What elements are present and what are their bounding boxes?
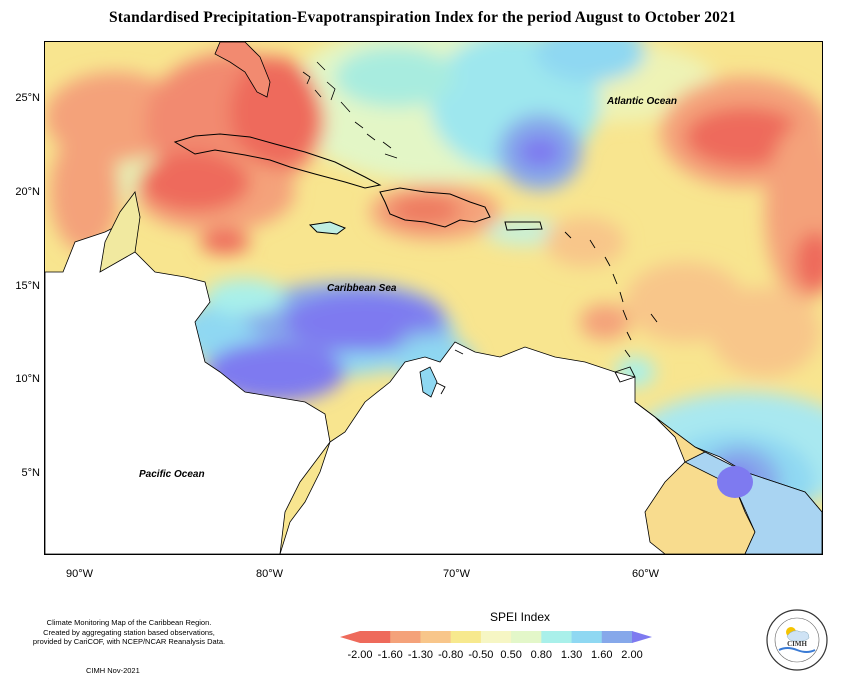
credits-date: CIMH Nov-2021 [86,666,140,675]
legend-arrow-left [340,631,360,643]
credits-block: Climate Monitoring Map of the Caribbean … [14,618,244,647]
legend-swatch [390,631,421,643]
legend-arrow-right [632,631,652,643]
legend-swatch [360,631,391,643]
legend-swatch [450,631,482,643]
spei-map-canvas: Atlantic Ocean Caribbean Sea Pacific Oce… [45,42,822,554]
legend-tick-label: -0.50 [468,649,494,661]
lon-tick-70: 70°W [443,568,471,580]
legend-swatch [541,631,573,643]
logo-text: CIMH [787,640,807,648]
map-title: Standardised Precipitation-Evapotranspir… [108,9,737,26]
legend-colorbar [340,631,652,643]
legend-tick-label: -2.00 [347,649,373,661]
legend-tick-label: 0.50 [500,649,522,661]
lon-tick-60: 60°W [632,568,660,580]
legend-swatch [511,631,542,643]
atlantic-label: Atlantic Ocean [606,96,677,107]
legend-tick-label: -1.60 [377,649,403,661]
legend-swatch [571,631,603,643]
legend-tick-label: 1.60 [591,649,613,661]
legend-swatch [601,631,633,643]
caribbean-label: Caribbean Sea [327,283,397,294]
credits-line-2: Created by aggregating station based obs… [43,627,215,637]
lon-tick-80: 80°W [256,568,284,580]
wave-icon [778,647,816,653]
legend-tick-label: 2.00 [621,649,643,661]
lat-tick-10: 10°N [15,373,40,385]
cimh-logo: CIMH [766,609,828,671]
spei-map[interactable]: Atlantic Ocean Caribbean Sea Pacific Oce… [44,41,823,555]
spei-field: Atlantic Ocean Caribbean Sea Pacific Oce… [45,42,822,554]
lat-tick-25: 25°N [15,92,40,104]
lon-tick-90: 90°W [66,568,94,580]
legend-tick-label: 1.30 [560,649,583,661]
legend-swatch [420,631,452,643]
legend-tick-label: 0.80 [530,649,553,661]
lat-tick-20: 20°N [15,186,40,198]
legend-swatch [480,631,512,643]
cloud-icon [786,630,810,642]
legend-tick-label: -0.80 [438,649,464,661]
land [45,191,822,554]
lat-tick-5: 5°N [21,467,40,479]
lat-tick-15: 15°N [15,280,40,292]
legend-title: SPEI Index [489,610,551,624]
pacific-label: Pacific Ocean [139,469,205,480]
florida [214,42,271,98]
legend-tick-label: -1.30 [407,649,433,661]
credits-line-1: Climate Monitoring Map of the Caribbean … [46,618,212,627]
credits-line-3: provided by CariCOF, with NCEP/NCAR Rean… [32,637,226,646]
